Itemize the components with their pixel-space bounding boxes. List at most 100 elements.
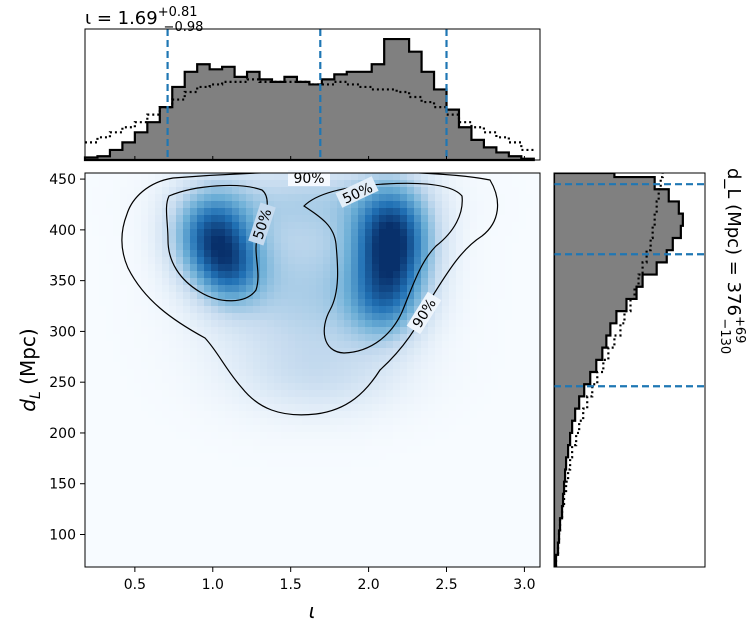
heatmap-cell — [106, 341, 114, 349]
heatmap-cell — [323, 243, 331, 251]
heatmap-cell — [176, 362, 184, 370]
heatmap-cell — [372, 488, 380, 496]
heatmap-cell — [232, 488, 240, 496]
heatmap-cell — [204, 509, 212, 517]
heatmap-cell — [120, 446, 128, 454]
heatmap-cell — [120, 229, 128, 237]
heatmap-cell — [393, 502, 401, 510]
heatmap-cell — [463, 271, 471, 279]
heatmap-cell — [372, 292, 380, 300]
heatmap-cell — [99, 558, 107, 566]
heatmap-cell — [435, 327, 443, 335]
heatmap-cell — [260, 180, 268, 188]
heatmap-cell — [162, 488, 170, 496]
heatmap-cell — [288, 523, 296, 531]
heatmap-cell — [302, 376, 310, 384]
heatmap-cell — [302, 334, 310, 342]
heatmap-cell — [344, 488, 352, 496]
heatmap-cell — [428, 257, 436, 265]
heatmap-cell — [386, 474, 394, 482]
heatmap-cell — [505, 411, 513, 419]
heatmap-cell — [533, 530, 540, 538]
heatmap-cell — [435, 509, 443, 517]
heatmap-cell — [239, 222, 247, 230]
heatmap-cell — [414, 474, 422, 482]
heatmap-cell — [197, 544, 205, 552]
heatmap-cell — [407, 278, 415, 286]
heatmap-cell — [204, 495, 212, 503]
heatmap-cell — [274, 397, 282, 405]
heatmap-cell — [281, 187, 289, 195]
heatmap-cell — [449, 411, 457, 419]
heatmap-cell — [225, 187, 233, 195]
heatmap-cell — [519, 404, 527, 412]
heatmap-cell — [337, 257, 345, 265]
heatmap-cell — [337, 271, 345, 279]
heatmap-cell — [470, 474, 478, 482]
heatmap-cell — [162, 411, 170, 419]
heatmap-cell — [92, 551, 100, 559]
heatmap-cell — [435, 334, 443, 342]
heatmap-cell — [155, 194, 163, 202]
heatmap-cell — [162, 278, 170, 286]
heatmap-cell — [505, 215, 513, 223]
heatmap-cell — [134, 481, 142, 489]
heatmap-cell — [274, 481, 282, 489]
heatmap-cell — [435, 397, 443, 405]
heatmap-cell — [365, 390, 373, 398]
heatmap-cell — [386, 292, 394, 300]
heatmap-cell — [141, 292, 149, 300]
heatmap-cell — [302, 355, 310, 363]
heatmap-cell — [470, 208, 478, 216]
heatmap-cell — [127, 208, 135, 216]
heatmap-cell — [197, 257, 205, 265]
heatmap-cell — [407, 355, 415, 363]
heatmap-cell — [484, 502, 492, 510]
heatmap-cell — [400, 516, 408, 524]
heatmap-cell — [309, 341, 317, 349]
heatmap-cell — [435, 383, 443, 391]
heatmap-cell — [379, 467, 387, 475]
heatmap-cell — [442, 334, 450, 342]
heatmap-cell — [519, 299, 527, 307]
heatmap-cell — [533, 355, 540, 363]
heatmap-cell — [379, 299, 387, 307]
heatmap-cell — [134, 243, 142, 251]
heatmap-cell — [533, 439, 540, 447]
heatmap-cell — [491, 292, 499, 300]
heatmap-cell — [512, 495, 520, 503]
heatmap-cell — [337, 509, 345, 517]
heatmap-cell — [372, 495, 380, 503]
heatmap-cell — [393, 404, 401, 412]
heatmap-cell — [204, 264, 212, 272]
heatmap-cell — [239, 439, 247, 447]
heatmap-cell — [176, 243, 184, 251]
heatmap-cell — [463, 544, 471, 552]
heatmap-cell — [414, 264, 422, 272]
heatmap-cell — [477, 453, 485, 461]
heatmap-cell — [232, 432, 240, 440]
heatmap-cell — [407, 558, 415, 566]
heatmap-cell — [295, 460, 303, 468]
heatmap-cell — [134, 376, 142, 384]
heatmap-cell — [141, 523, 149, 531]
heatmap-cell — [225, 404, 233, 412]
heatmap-cell — [512, 488, 520, 496]
heatmap-cell — [267, 460, 275, 468]
heatmap-cell — [197, 369, 205, 377]
heatmap-cell — [141, 236, 149, 244]
right-hist-frame — [553, 172, 706, 568]
heatmap-cell — [484, 320, 492, 328]
heatmap-cell — [148, 551, 156, 559]
heatmap-cell — [498, 187, 506, 195]
heatmap-cell — [414, 418, 422, 426]
heatmap-cell — [85, 537, 93, 545]
heatmap-cell — [421, 334, 429, 342]
heatmap-cell — [225, 229, 233, 237]
heatmap-cell — [246, 397, 254, 405]
heatmap-cell — [323, 509, 331, 517]
heatmap-cell — [113, 299, 121, 307]
heatmap-cell — [302, 236, 310, 244]
heatmap-cell — [477, 313, 485, 321]
heatmap-cell — [239, 327, 247, 335]
